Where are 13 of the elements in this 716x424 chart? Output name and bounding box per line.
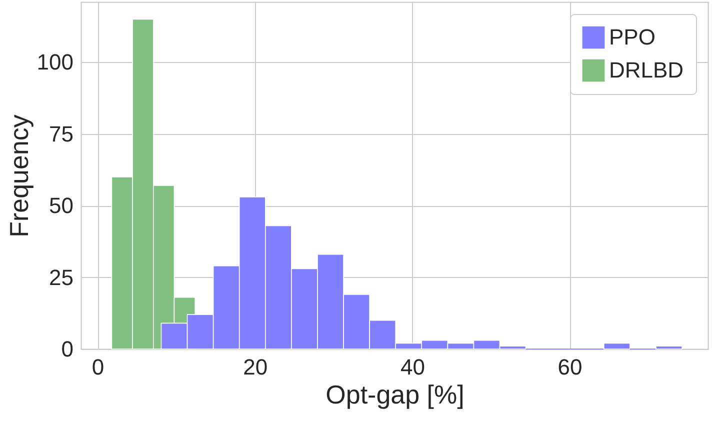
y-tick-label: 100 bbox=[36, 50, 74, 75]
y-tick-label: 50 bbox=[49, 193, 74, 218]
x-tick-label: 60 bbox=[558, 354, 582, 380]
y-tick-label: 0 bbox=[61, 336, 74, 362]
x-tick-label: 40 bbox=[400, 354, 425, 380]
legend-label: DRLBD bbox=[609, 58, 684, 82]
y-tick-label: 75 bbox=[49, 121, 74, 146]
y-tick-label: 25 bbox=[49, 264, 74, 290]
legend-label: PPO bbox=[609, 24, 656, 50]
y-axis-title: Frequency bbox=[4, 114, 34, 238]
x-axis-title: Opt-gap [%] bbox=[326, 380, 464, 410]
x-tick-label: 20 bbox=[243, 354, 268, 380]
x-tick-label: 0 bbox=[92, 354, 104, 380]
